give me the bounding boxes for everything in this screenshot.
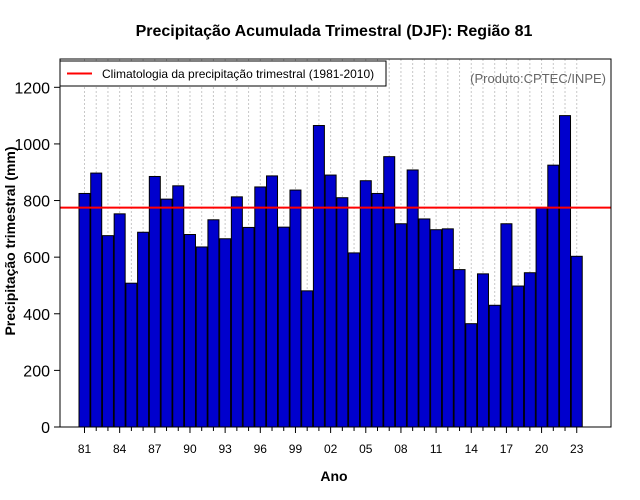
bar-04 [348, 252, 361, 428]
x-tick-label: 08 [394, 442, 408, 456]
bar-88 [160, 198, 173, 428]
bar-85 [125, 282, 138, 428]
x-axis-label: Ano [320, 468, 347, 484]
x-tick-label: 96 [254, 442, 268, 456]
x-axis: 81 84 87 90 93 96 99 02 05 08 11 14 17 20 23 [78, 427, 584, 456]
legend-box [59, 60, 387, 87]
bar-97 [266, 175, 279, 428]
x-tick-label: 11 [430, 442, 443, 456]
bar-16 [488, 304, 501, 428]
legend: Climatologia da precipitação trimestral … [59, 60, 387, 87]
x-tick-label: 05 [359, 442, 373, 456]
x-tick-label: 84 [113, 442, 127, 456]
bar-12 [441, 228, 454, 428]
bar-22 [559, 115, 572, 428]
bar-14 [465, 323, 478, 428]
bar-02 [324, 174, 337, 428]
y-axis-label: Precipitação trimestral (mm) [2, 146, 18, 335]
y-tick-label: 0 [41, 420, 50, 437]
bar-19 [523, 272, 536, 428]
bar-90 [183, 234, 196, 428]
x-tick-label: 23 [570, 442, 584, 456]
bar-86 [137, 231, 150, 428]
bar-95 [242, 226, 255, 428]
bar-98 [277, 226, 290, 428]
y-tick-label: 600 [23, 250, 50, 267]
bar-23 [570, 255, 583, 428]
x-tick-label: 81 [78, 442, 92, 456]
x-tick-label: 99 [289, 442, 303, 456]
bar-81 [78, 192, 91, 428]
legend-label: Climatologia da precipitação trimestral … [102, 67, 374, 81]
x-tick-label: 02 [324, 442, 338, 456]
bars [78, 115, 583, 428]
bar-84 [113, 213, 126, 428]
credit-text: (Produto:CPTEC/INPE) [470, 71, 606, 86]
bar-01 [312, 125, 325, 428]
bar-00 [301, 290, 314, 428]
bar-89 [172, 185, 185, 428]
bar-91 [195, 246, 208, 428]
x-tick-label: 20 [535, 442, 549, 456]
chart-title: Precipitação Acumulada Trimestral (DJF):… [136, 23, 533, 40]
bar-06 [371, 192, 384, 428]
bar-11 [430, 229, 443, 428]
bar-08 [394, 223, 407, 428]
bar-93 [219, 238, 232, 428]
x-tick-label: 93 [218, 442, 232, 456]
bar-82 [90, 172, 103, 428]
bar-21 [547, 164, 560, 428]
y-axis: 0 200 400 600 800 1000 1200 [14, 80, 60, 437]
y-tick-label: 400 [23, 307, 50, 324]
x-tick-label: 87 [148, 442, 162, 456]
bar-20 [535, 207, 548, 428]
bar-83 [101, 235, 114, 428]
bar-18 [512, 285, 525, 428]
x-tick-label: 90 [183, 442, 197, 456]
bar-10 [418, 218, 431, 428]
bar-03 [336, 197, 349, 428]
bar-94 [230, 196, 243, 428]
bar-92 [207, 219, 220, 428]
y-tick-label: 800 [23, 194, 50, 211]
bar-87 [148, 175, 161, 428]
bar-99 [289, 189, 302, 428]
bar-07 [383, 156, 396, 428]
bar-96 [254, 186, 267, 428]
x-tick-label: 14 [465, 442, 479, 456]
plot-frame [59, 58, 612, 428]
bar-17 [500, 223, 513, 428]
x-tick-label: 17 [500, 442, 514, 456]
y-tick-label: 200 [23, 363, 50, 380]
y-tick-label: 1000 [14, 137, 50, 154]
bar-15 [476, 273, 489, 428]
bar-05 [359, 180, 372, 428]
y-tick-label: 1200 [14, 80, 50, 97]
bar-13 [453, 269, 466, 428]
